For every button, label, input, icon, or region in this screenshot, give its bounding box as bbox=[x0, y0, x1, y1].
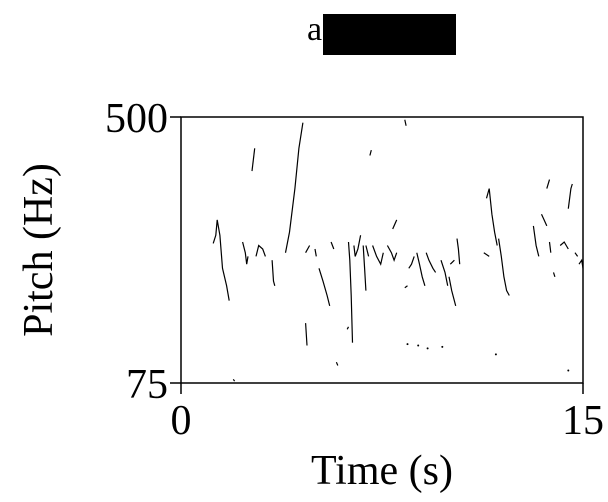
pitch-segment bbox=[574, 252, 579, 257]
pitch-segment bbox=[532, 225, 540, 257]
pitch-segment bbox=[546, 179, 551, 189]
pitch-segment bbox=[404, 119, 407, 126]
chart-title: a bbox=[307, 11, 323, 48]
x-tick-label-min: 0 bbox=[171, 398, 192, 444]
pitch-point bbox=[494, 353, 497, 356]
pitch-segment bbox=[408, 256, 415, 269]
pitch-segment bbox=[251, 148, 256, 172]
title-redaction-box bbox=[323, 14, 456, 55]
pitch-segment bbox=[449, 259, 455, 265]
pitch-segment bbox=[448, 276, 457, 307]
pitch-segment bbox=[305, 245, 311, 253]
pitch-point bbox=[426, 347, 429, 350]
pitch-point bbox=[406, 343, 409, 346]
pitch-segment bbox=[540, 213, 548, 227]
pitch-segment bbox=[392, 219, 398, 230]
pitch-segment bbox=[353, 235, 362, 257]
pitch-segment bbox=[242, 241, 249, 265]
pitch-segment bbox=[335, 361, 339, 366]
pitch-segment bbox=[483, 252, 490, 257]
pitch-segment bbox=[212, 219, 230, 301]
pitch-segment bbox=[365, 245, 370, 257]
pitch-segment bbox=[578, 258, 584, 269]
pitch-segment bbox=[232, 378, 236, 382]
pitch-segment bbox=[416, 252, 426, 286]
pitch-point bbox=[417, 344, 420, 347]
pitch-segment bbox=[318, 268, 331, 307]
pitch-segment bbox=[314, 248, 317, 257]
pitch-segment bbox=[404, 285, 408, 289]
pitch-segment bbox=[346, 326, 350, 330]
x-tick-label-max: 15 bbox=[562, 398, 604, 444]
pitch-segment bbox=[347, 241, 354, 343]
pitch-segment bbox=[567, 183, 573, 209]
pitch-segment bbox=[255, 244, 266, 257]
pitch-segment bbox=[305, 323, 308, 346]
pitch-segment bbox=[559, 241, 569, 250]
pitch-segment bbox=[552, 272, 556, 277]
y-axis-label: Pitch (Hz) bbox=[16, 163, 62, 337]
y-tick-label-max: 500 bbox=[105, 96, 168, 142]
pitch-segment bbox=[284, 122, 304, 253]
pitch-segment bbox=[440, 260, 449, 286]
pitch-segment bbox=[330, 241, 335, 250]
pitch-segment bbox=[369, 149, 372, 156]
pitch-segment bbox=[362, 245, 367, 291]
pitch-point bbox=[567, 369, 570, 372]
pitch-segment bbox=[548, 241, 552, 253]
pitch-segment bbox=[456, 238, 461, 265]
pitch-track bbox=[212, 119, 584, 382]
pitch-segment bbox=[386, 245, 398, 263]
pitch-segment bbox=[425, 252, 437, 273]
y-tick-label-min: 75 bbox=[126, 362, 168, 408]
x-axis-label: Time (s) bbox=[311, 448, 453, 494]
pitch-segment bbox=[271, 260, 276, 286]
plot-frame bbox=[180, 116, 584, 384]
pitch-segment bbox=[372, 245, 384, 266]
pitch-point bbox=[441, 345, 444, 348]
pitch-segment bbox=[485, 188, 498, 246]
pitch-segment bbox=[498, 238, 510, 296]
